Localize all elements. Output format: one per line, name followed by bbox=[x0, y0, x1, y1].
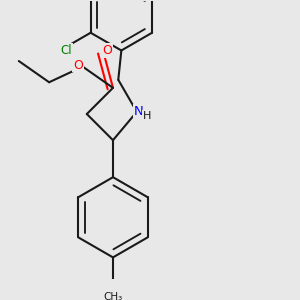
Text: H: H bbox=[143, 110, 151, 121]
Text: O: O bbox=[102, 44, 112, 57]
Text: Cl: Cl bbox=[61, 44, 72, 56]
Text: O: O bbox=[73, 58, 83, 72]
Text: N: N bbox=[134, 105, 143, 118]
Text: CH₃: CH₃ bbox=[103, 292, 123, 300]
